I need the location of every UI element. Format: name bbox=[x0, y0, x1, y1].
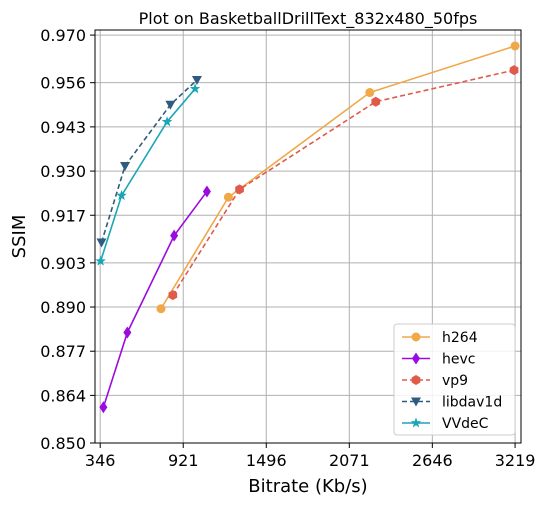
series-line-hevc bbox=[102, 190, 208, 408]
legend-label: vp9 bbox=[442, 373, 468, 389]
series-line-libdav1d bbox=[100, 79, 198, 243]
series-line-vp9 bbox=[172, 69, 515, 296]
series-libdav1d bbox=[96, 75, 202, 248]
data-point-libdav1d bbox=[191, 75, 202, 85]
legend-marker bbox=[411, 375, 421, 385]
x-tick-label: 2071 bbox=[329, 451, 370, 470]
y-tick-label: 0.943 bbox=[40, 118, 86, 137]
data-point-vp9 bbox=[168, 290, 178, 301]
y-axis-title: SSIM bbox=[9, 215, 30, 259]
x-tick-label: 346 bbox=[85, 451, 116, 470]
legend-label: VVdeC bbox=[442, 416, 489, 432]
data-point-h264 bbox=[365, 88, 375, 98]
data-point-libdav1d bbox=[96, 238, 107, 248]
legend-marker bbox=[411, 332, 421, 342]
x-tick-label: 2646 bbox=[412, 451, 453, 470]
legend: h264 hevc vp9 libdav1d VVdeC bbox=[393, 323, 516, 436]
series-VVdeC bbox=[95, 83, 201, 266]
x-axis-title: Bitrate (Kb/s) bbox=[248, 476, 367, 497]
data-point-vp9 bbox=[371, 96, 381, 107]
series-vp9 bbox=[168, 65, 519, 301]
y-tick-label: 0.917 bbox=[40, 206, 86, 225]
series-layer bbox=[95, 41, 520, 414]
legend-marker bbox=[411, 397, 421, 407]
data-point-VVdeC bbox=[95, 255, 106, 266]
legend-label: hevc bbox=[442, 352, 475, 368]
data-point-hevc bbox=[170, 229, 179, 242]
chart-title: Plot on BasketballDrillText_832x480_50fp… bbox=[139, 9, 478, 29]
legend-box bbox=[393, 323, 516, 436]
y-tick-label: 0.890 bbox=[40, 298, 86, 317]
legend-item-vp9: vp9 bbox=[402, 373, 468, 389]
ticks: 346 921 1496 2071 2646 3219 0.850 0.864 0.877 0.8… bbox=[40, 26, 535, 470]
y-tick-label: 0.903 bbox=[40, 254, 86, 273]
legend-marker bbox=[410, 417, 422, 428]
legend-label: libdav1d bbox=[442, 395, 502, 411]
data-point-VVdeC bbox=[161, 116, 173, 127]
series-hevc bbox=[99, 185, 211, 414]
plot-frame bbox=[94, 29, 522, 444]
x-tick-label: 921 bbox=[168, 451, 199, 470]
data-point-h264 bbox=[510, 41, 520, 51]
data-point-VVdeC bbox=[116, 190, 127, 200]
data-point-libdav1d bbox=[165, 100, 176, 110]
data-point-hevc bbox=[123, 326, 132, 339]
y-tick-label: 0.850 bbox=[40, 434, 86, 453]
y-tick-label: 0.956 bbox=[40, 74, 86, 93]
data-point-vp9 bbox=[235, 184, 244, 195]
series-line-VVdeC bbox=[99, 88, 196, 262]
data-point-libdav1d bbox=[120, 161, 131, 171]
legend-item-hevc: hevc bbox=[402, 352, 475, 368]
legend-item-h264: h264 bbox=[402, 330, 478, 346]
y-tick-label: 0.864 bbox=[40, 386, 86, 405]
legend-marker bbox=[412, 352, 420, 365]
y-tick-label: 0.930 bbox=[40, 162, 86, 181]
data-point-VVdeC bbox=[189, 83, 201, 94]
series-h264 bbox=[156, 41, 520, 314]
x-tick-label: 1496 bbox=[246, 451, 287, 470]
data-point-h264 bbox=[223, 192, 233, 202]
data-point-h264 bbox=[156, 304, 166, 314]
y-tick-label: 0.970 bbox=[40, 26, 86, 45]
legend-item-libdav1d: libdav1d bbox=[402, 395, 502, 411]
x-tick-label: 3219 bbox=[495, 451, 536, 470]
data-point-vp9 bbox=[509, 65, 519, 76]
y-tick-label: 0.877 bbox=[40, 342, 86, 361]
legend-item-VVdeC: VVdeC bbox=[402, 416, 489, 432]
data-point-hevc bbox=[202, 185, 211, 198]
legend-label: h264 bbox=[442, 330, 478, 346]
grid bbox=[95, 30, 521, 444]
data-point-hevc bbox=[99, 401, 108, 414]
series-line-h264 bbox=[160, 45, 516, 310]
